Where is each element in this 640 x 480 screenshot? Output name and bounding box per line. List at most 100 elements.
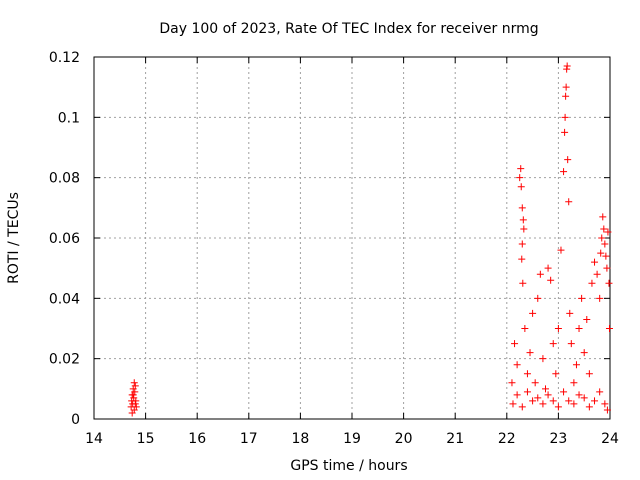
data-point bbox=[570, 379, 578, 387]
data-point bbox=[565, 198, 573, 206]
x-tick-label: 20 bbox=[395, 431, 413, 447]
data-point bbox=[596, 294, 604, 302]
data-point bbox=[534, 294, 542, 302]
x-tick-label: 18 bbox=[291, 431, 309, 447]
data-point bbox=[591, 397, 599, 405]
data-point bbox=[605, 279, 613, 287]
data-point bbox=[549, 397, 557, 405]
data-point bbox=[563, 65, 571, 73]
y-tick-label: 0.06 bbox=[49, 231, 80, 247]
x-tick-label: 21 bbox=[446, 431, 464, 447]
data-point bbox=[518, 204, 526, 212]
data-point bbox=[575, 391, 583, 399]
x-tick-label: 17 bbox=[240, 431, 258, 447]
data-point bbox=[561, 128, 569, 136]
y-tick-label: 0.1 bbox=[58, 110, 80, 126]
data-point bbox=[520, 225, 528, 233]
data-point bbox=[132, 403, 140, 411]
data-point bbox=[601, 400, 609, 408]
data-point bbox=[130, 379, 138, 387]
y-tick-label: 0.08 bbox=[49, 171, 80, 187]
data-point bbox=[519, 279, 527, 287]
data-point bbox=[561, 113, 569, 121]
data-points bbox=[127, 62, 613, 417]
data-point bbox=[598, 234, 606, 242]
data-point bbox=[552, 370, 560, 378]
data-point bbox=[603, 264, 611, 272]
x-tick-label: 14 bbox=[85, 431, 103, 447]
data-point bbox=[585, 403, 593, 411]
data-point bbox=[554, 403, 562, 411]
data-point bbox=[513, 391, 521, 399]
data-point bbox=[563, 62, 571, 70]
data-point bbox=[523, 388, 531, 396]
data-point bbox=[572, 361, 580, 369]
data-point bbox=[565, 397, 573, 405]
x-tick-label: 15 bbox=[137, 431, 155, 447]
data-point bbox=[554, 325, 562, 332]
data-point bbox=[539, 355, 547, 363]
data-point bbox=[518, 403, 526, 411]
x-tick-label: 24 bbox=[601, 431, 619, 447]
data-point bbox=[549, 340, 557, 348]
data-point bbox=[570, 400, 578, 408]
data-point bbox=[596, 388, 604, 396]
data-point bbox=[131, 400, 139, 408]
data-point bbox=[599, 213, 607, 221]
data-point bbox=[600, 225, 608, 233]
data-point bbox=[534, 394, 542, 402]
chart-title: Day 100 of 2023, Rate Of TEC Index for r… bbox=[159, 21, 538, 37]
y-tick-label: 0.04 bbox=[49, 291, 80, 307]
data-point bbox=[128, 409, 136, 417]
data-point bbox=[131, 382, 139, 390]
data-point bbox=[562, 92, 570, 100]
x-tick-labels: 14 15 16 17 18 19 20 21 22 23 24 bbox=[85, 431, 619, 447]
data-point bbox=[605, 325, 613, 332]
data-point bbox=[529, 397, 537, 405]
x-tick-label: 19 bbox=[343, 431, 361, 447]
x-tick-label: 22 bbox=[498, 431, 516, 447]
data-point bbox=[560, 168, 568, 176]
x-tick-label: 16 bbox=[188, 431, 206, 447]
data-point bbox=[575, 325, 583, 332]
data-point bbox=[129, 391, 137, 399]
y-tick-label: 0.12 bbox=[49, 50, 80, 66]
data-point bbox=[604, 228, 612, 236]
data-point bbox=[513, 361, 521, 369]
data-point bbox=[521, 325, 529, 332]
data-point bbox=[544, 391, 552, 399]
data-point bbox=[544, 264, 552, 272]
data-point bbox=[560, 388, 568, 396]
data-point bbox=[578, 294, 586, 302]
data-point bbox=[518, 240, 526, 248]
y-tick-label: 0 bbox=[71, 412, 80, 428]
data-point bbox=[601, 240, 609, 248]
data-point bbox=[131, 388, 139, 396]
data-point bbox=[132, 397, 140, 405]
data-point bbox=[536, 270, 544, 278]
data-point bbox=[509, 400, 517, 408]
data-point bbox=[562, 83, 570, 91]
data-point bbox=[593, 270, 601, 278]
y-tick-labels: 0 0.02 0.04 0.06 0.08 0.1 0.12 bbox=[49, 50, 80, 428]
x-axis-label: GPS time / hours bbox=[290, 458, 407, 474]
data-point bbox=[580, 394, 588, 402]
data-point bbox=[508, 379, 516, 387]
data-point bbox=[547, 276, 555, 284]
data-point bbox=[526, 349, 534, 357]
grid-lines bbox=[94, 57, 610, 419]
data-point bbox=[603, 406, 611, 414]
x-tick-label: 23 bbox=[549, 431, 567, 447]
data-point bbox=[517, 165, 525, 173]
data-point bbox=[602, 252, 610, 260]
data-point bbox=[566, 309, 574, 317]
data-point bbox=[597, 249, 605, 257]
data-point bbox=[519, 216, 527, 224]
data-point bbox=[529, 309, 537, 317]
data-point bbox=[516, 174, 524, 182]
data-point bbox=[583, 315, 591, 323]
data-point bbox=[531, 379, 539, 387]
data-point bbox=[518, 255, 526, 263]
data-point bbox=[539, 400, 547, 408]
